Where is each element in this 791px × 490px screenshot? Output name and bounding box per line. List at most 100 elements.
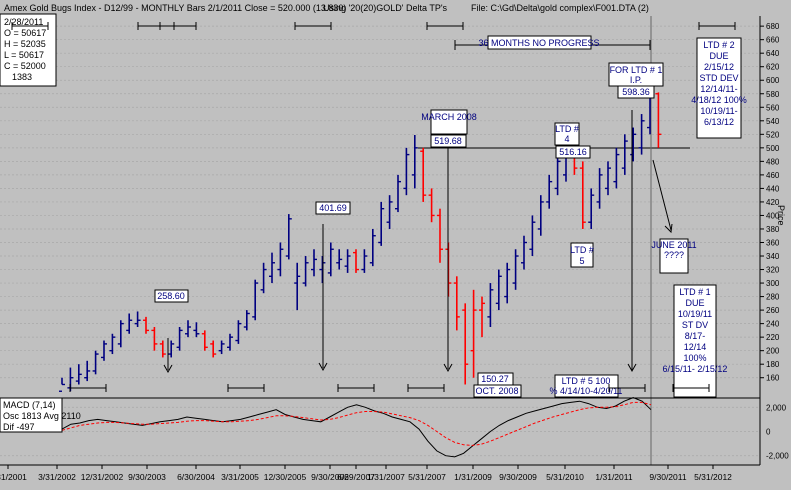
price-label: 258.60 — [157, 291, 185, 301]
ohlc-bar — [336, 249, 343, 270]
y-tick-label: 400 — [766, 211, 780, 220]
cycle-marker — [672, 384, 710, 392]
ltd-4-box — [554, 122, 580, 146]
arrow-head — [627, 363, 637, 373]
ohlc-bar — [84, 360, 91, 382]
ohlc-bars — [59, 81, 662, 392]
macd-series-line — [61, 401, 652, 446]
y-tick-label: 440 — [766, 184, 780, 193]
ohlc-bar — [638, 114, 645, 155]
macd-osc: Osc 1813 Avg 2110 — [3, 411, 81, 421]
ohlc-bar — [143, 316, 149, 334]
date-axis: 1/31/2001 3/31/2002 12/31/2002 9/30/2003 6/3… — [0, 465, 732, 482]
ohlc-bar — [596, 168, 603, 209]
y-tick-label: 180 — [766, 360, 780, 369]
ohlc-bar — [117, 320, 124, 348]
macd-title: MACD (7,14) — [3, 400, 56, 410]
y-tick-label: 680 — [766, 22, 780, 31]
ohlc-bar — [243, 310, 250, 331]
months-no-progress-label: 36 MONTHS NO PROGRESS — [478, 38, 599, 48]
for-ltd-1-label: FOR LTD # 1 I.P. — [610, 65, 663, 85]
y-tick-label: 600 — [766, 76, 780, 85]
x-tick-label: 5/31/2007 — [408, 472, 446, 482]
ohlc-bar — [269, 252, 275, 284]
ltd-5-box — [570, 242, 594, 268]
y-tick-label: 320 — [766, 266, 780, 275]
ohlc-bar — [529, 215, 536, 257]
ohlc-bar — [403, 147, 410, 196]
for-ltd-1-box — [608, 62, 664, 87]
x-tick-label: 12/31/2002 — [81, 472, 124, 482]
y-tick-label: 280 — [766, 293, 780, 302]
ohlc-bar — [579, 161, 586, 229]
price-label: 516.16 — [559, 147, 587, 157]
cycle-markers — [11, 22, 736, 392]
y-tick-label: 620 — [766, 63, 780, 72]
x-tick-label: 3/31/2005 — [221, 472, 259, 482]
macd-dif: Dif -497 — [3, 422, 35, 432]
ohlc-bar — [344, 249, 351, 273]
x-tick-label: 9/30/2006 — [311, 472, 349, 482]
ohlc-bar — [554, 154, 561, 196]
x-tick-label: 6/29/2007 — [337, 472, 375, 482]
ohlc-bar — [495, 269, 502, 311]
y-tick-label: 300 — [766, 279, 780, 288]
ohlc-bar — [411, 134, 418, 189]
x-tick-label: 6/30/2004 — [177, 472, 215, 482]
chart-header-using: Using '20(20)GOLD' Delta TP's — [323, 3, 448, 13]
price-axis: 160 180 200 220 240 260 280 300 320 340 360 380 400 4… — [759, 16, 780, 465]
y-tick-label: 360 — [766, 238, 780, 247]
cycle-marker — [11, 22, 49, 30]
x-tick-label: 5/31/2012 — [694, 472, 732, 482]
cycle-marker — [294, 22, 332, 30]
june-2011-label: JUNE 2011???? — [651, 240, 696, 260]
cycle-marker — [337, 384, 375, 392]
cycle-marker — [227, 384, 265, 392]
price-axis-label: Price — [776, 205, 786, 226]
march-2008-label: MARCH 2008 — [421, 112, 477, 122]
oct-2008-label: OCT. 2008 — [475, 386, 518, 396]
price-label-box — [315, 201, 351, 215]
y-tick-label: 540 — [766, 117, 780, 126]
ohlc-bar — [185, 320, 191, 338]
ltd-1-label: LTD # 1 DUE 10/19/11 ST DV 8/17-12/14 100% 6/1… — [663, 287, 728, 374]
ohlc-bar — [462, 303, 469, 385]
ohlc-bar — [537, 195, 544, 236]
oct-2008-box — [473, 384, 522, 398]
info-low: L = 50617 — [4, 50, 44, 60]
y-tick-label: 660 — [766, 36, 780, 45]
ltd-2-label: LTD # 2 DUE 2/15/12 STD DEV 12/14/11-4/18/12… — [691, 40, 747, 127]
macd-tick-label: 2,000 — [766, 403, 787, 412]
ohlc-bar — [101, 340, 107, 361]
ohlc-bar — [285, 214, 292, 260]
ohlc-bar — [151, 327, 158, 351]
ohlc-bar — [621, 134, 628, 175]
ohlc-bar — [428, 188, 435, 223]
y-tick-label: 460 — [766, 171, 780, 180]
ohlc-bar — [302, 256, 309, 287]
y-tick-label: 480 — [766, 157, 780, 166]
y-tick-label: 220 — [766, 333, 780, 342]
ohlc-bar — [277, 242, 284, 277]
ltd-2-box — [696, 37, 742, 139]
y-tick-label: 520 — [766, 130, 780, 139]
x-tick-label: 1/31/2009 — [454, 472, 492, 482]
ohlc-bar — [227, 333, 233, 351]
cycle-marker — [698, 22, 736, 30]
price-label: 519.68 — [434, 136, 462, 146]
ohlc-bar — [134, 311, 141, 328]
ltd-5-100-box — [554, 374, 619, 398]
ltd-5-label: LTD #5 — [570, 245, 594, 266]
y-tick-label: 640 — [766, 49, 780, 58]
ohlc-bar — [470, 289, 477, 378]
x-tick-label: 9/30/2003 — [128, 472, 166, 482]
macd-grid: 2,000 0 -2,000 — [0, 403, 789, 461]
arrow-head — [664, 223, 673, 234]
march-2008-box — [430, 109, 468, 135]
arrow-head — [443, 363, 453, 373]
macd-lines — [61, 397, 652, 458]
arrow-head — [163, 364, 173, 374]
june-2011-box — [659, 238, 689, 274]
ohlc-bar — [512, 249, 519, 290]
ohlc-bar — [176, 327, 183, 351]
